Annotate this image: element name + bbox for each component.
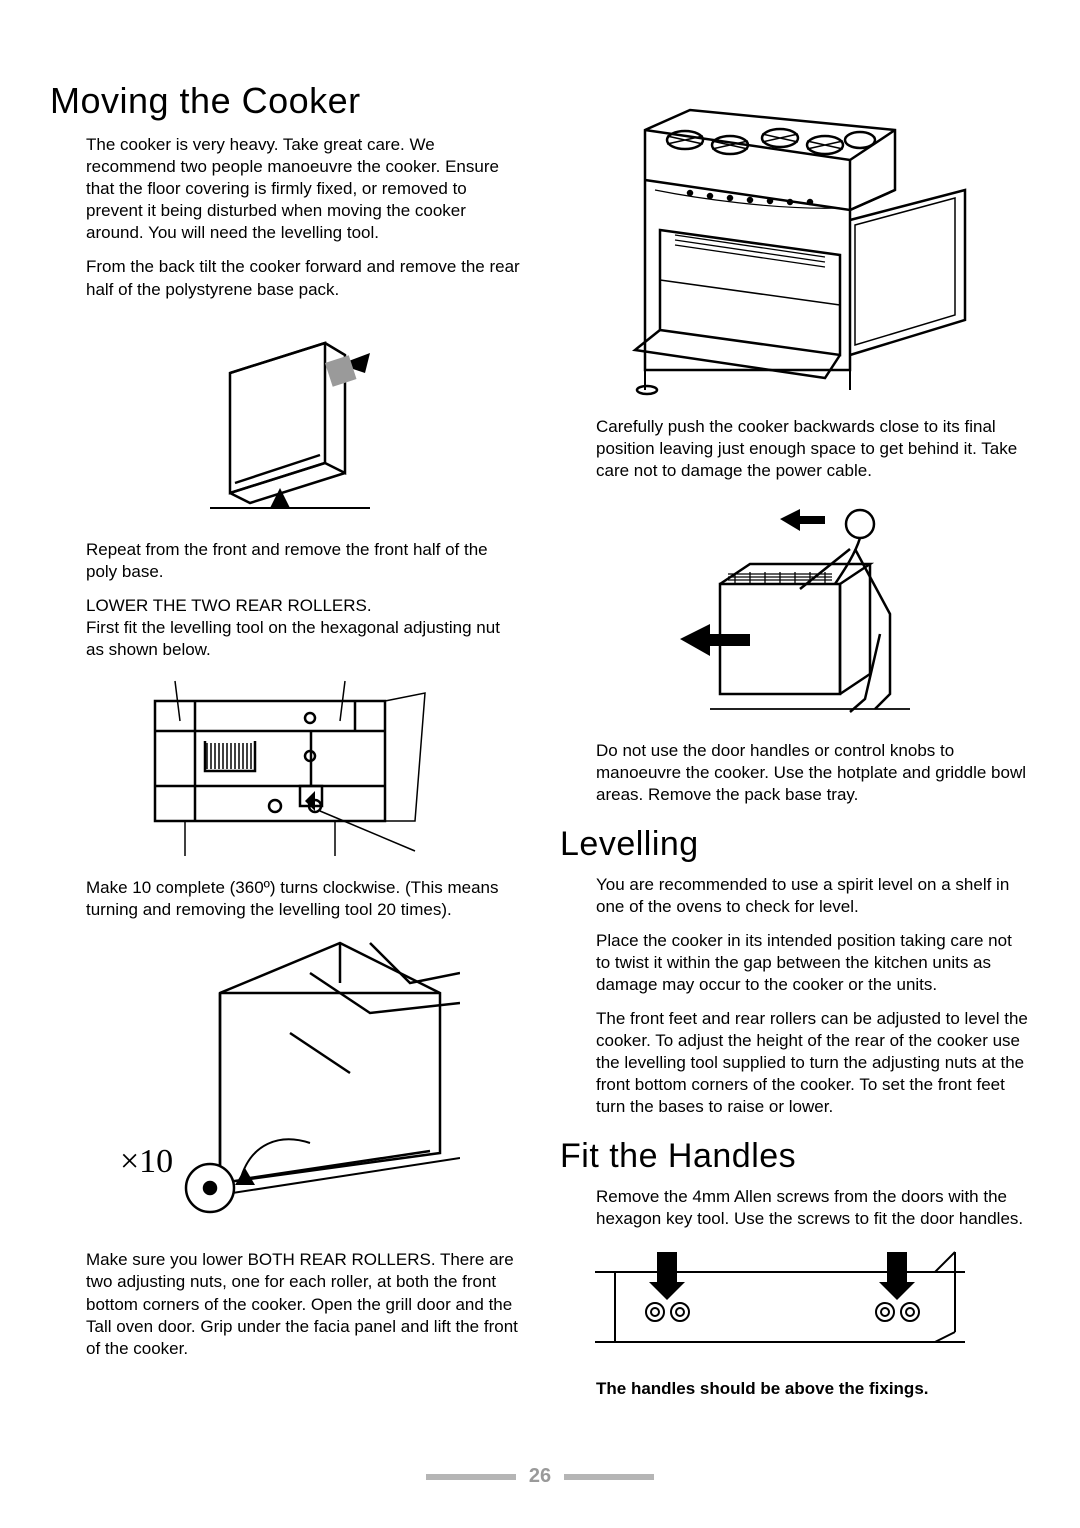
para: Repeat from the front and remove the fro… — [50, 539, 520, 583]
heading-levelling: Levelling — [560, 825, 1030, 864]
para-line: First fit the levelling tool on the hexa… — [86, 618, 500, 659]
para: Place the cooker in its intended positio… — [560, 930, 1030, 996]
figure-push-back — [560, 494, 1030, 724]
heading-moving: Moving the Cooker — [50, 80, 520, 122]
para: The front feet and rear rollers can be a… — [560, 1008, 1030, 1118]
para: LOWER THE TWO REAR ROLLERS. First fit th… — [50, 595, 520, 661]
para: Make sure you lower BOTH REAR ROLLERS. T… — [50, 1249, 520, 1359]
para-bold: The handles should be above the fixings. — [560, 1378, 1030, 1400]
figure-tilt-cooker — [50, 313, 520, 523]
footer-bar-left — [426, 1474, 516, 1480]
figure-handle-screws — [560, 1242, 1030, 1362]
figure-levelling-nut — [50, 671, 520, 861]
para: Remove the 4mm Allen screws from the doo… — [560, 1186, 1030, 1230]
page-number: 26 — [529, 1465, 551, 1487]
figure-turn-x10: ×10 — [50, 933, 520, 1233]
caps-line: LOWER THE TWO REAR ROLLERS. — [86, 596, 372, 615]
left-column: Moving the Cooker The cooker is very hea… — [50, 80, 520, 1412]
para: Make 10 complete (360º) turns clockwise.… — [50, 877, 520, 921]
para: From the back tilt the cooker forward an… — [50, 256, 520, 300]
footer-bar-right — [564, 1474, 654, 1480]
para: You are recommended to use a spirit leve… — [560, 874, 1030, 918]
page-footer: 26 — [0, 1465, 1080, 1488]
para: Carefully push the cooker backwards clos… — [560, 416, 1030, 482]
heading-handles: Fit the Handles — [560, 1137, 1030, 1176]
para: Do not use the door handles or control k… — [560, 740, 1030, 806]
figure-oven-open — [560, 90, 1030, 400]
x10-label: ×10 — [120, 1143, 173, 1181]
two-column-layout: Moving the Cooker The cooker is very hea… — [50, 80, 1030, 1412]
right-column: Carefully push the cooker backwards clos… — [560, 80, 1030, 1412]
para: The cooker is very heavy. Take great car… — [50, 134, 520, 244]
